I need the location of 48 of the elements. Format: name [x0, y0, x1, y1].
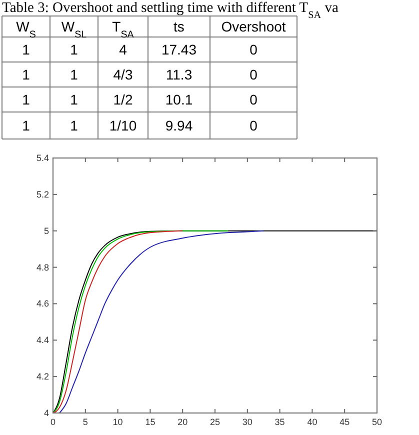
text: 4/3 — [113, 66, 133, 82]
x-tick-label: 25 — [210, 417, 220, 427]
x-tick-label: 15 — [145, 417, 156, 427]
y-tick-label: 5 — [44, 226, 49, 236]
y-tick-label: 4.4 — [36, 335, 49, 346]
x-tick-label: 10 — [112, 417, 123, 427]
category-label: Overshoot — [221, 18, 286, 34]
text: 1 — [22, 66, 30, 82]
x-tick-label: 40 — [307, 417, 318, 427]
x-tick-label: 20 — [178, 417, 188, 427]
text: 0 — [250, 66, 258, 82]
text: 4 — [119, 42, 128, 58]
category-label: W$_{SL}$ — [61, 18, 88, 40]
y-tick-label: 5.2 — [36, 189, 49, 200]
category-label: ts — [174, 18, 184, 34]
y-tick-label: 4.6 — [36, 298, 49, 309]
text: 1 — [22, 42, 30, 58]
text: 1 — [70, 42, 78, 58]
text: 9.94 — [165, 118, 193, 134]
text: 1/2 — [113, 92, 133, 108]
text: 1/10 — [109, 118, 137, 134]
category-label: T$_{SA}$ — [112, 18, 134, 40]
category-label: W$_{S}$ — [16, 18, 36, 40]
text: 1 — [22, 118, 30, 134]
x-tick-label: 5 — [82, 417, 88, 427]
x-tick-label: 30 — [242, 417, 252, 427]
text: 0 — [250, 42, 258, 58]
text: 0 — [250, 92, 258, 108]
text: 11.3 — [166, 66, 192, 82]
x-tick-label: 45 — [340, 417, 350, 427]
x-tick-label: 50 — [372, 417, 382, 427]
x-tick-label: 0 — [50, 417, 56, 427]
y-tick-label: 4.8 — [36, 262, 49, 272]
text: 10.1 — [165, 92, 193, 108]
text: 1 — [70, 92, 78, 108]
line-series — [58, 230, 264, 414]
text: 1 — [70, 118, 78, 134]
line-series — [52, 230, 184, 414]
x-tick-label: 35 — [274, 417, 285, 427]
text: 0 — [250, 118, 258, 134]
line-series — [52, 230, 228, 414]
text: 1 — [70, 66, 78, 82]
text: Table 3: Overshoot and settling time with different T$_{SA}$ va — [2, 0, 339, 20]
text: 1 — [22, 92, 30, 108]
y-tick-label: 4.2 — [36, 372, 49, 382]
text: 17.43 — [161, 42, 197, 58]
y-tick-label: 5.4 — [36, 153, 49, 163]
y-tick-label: 4 — [44, 408, 49, 418]
